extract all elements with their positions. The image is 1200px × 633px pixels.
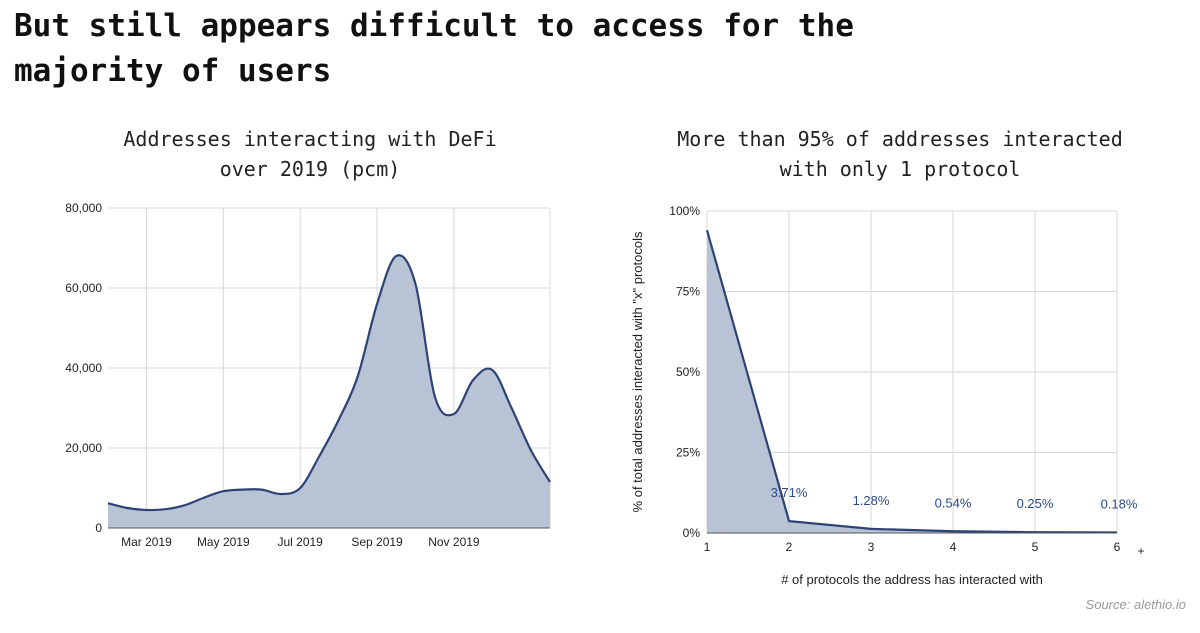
left-chart-title: Addresses interacting with DeFi over 201… [123, 127, 497, 181]
left-series-line [107, 254, 551, 512]
right-data-label: 0.54% [935, 495, 972, 510]
left-xtick-label: Jul 2019 [277, 535, 323, 549]
left-xtick-label: Mar 2019 [121, 535, 172, 549]
left-ytick-label: 80,000 [65, 201, 102, 215]
source-credit: Source: alethio.io [1085, 597, 1186, 612]
right-ytick-label: 100% [669, 204, 700, 218]
right-data-label: 3.71% [771, 485, 808, 500]
right-ytick-label: 50% [676, 365, 700, 379]
right-data-label: 0.25% [1017, 496, 1054, 511]
left-xtick-label: Nov 2019 [428, 535, 480, 549]
right-series-line [705, 229, 1118, 534]
left-ytick-label: 40,000 [65, 361, 102, 375]
left-xtick-label: Sep 2019 [351, 535, 403, 549]
headline: But still appears difficult to access fo… [14, 8, 854, 89]
right-xtick-suffix: + [1137, 544, 1144, 558]
right-data-label: 0.18% [1101, 496, 1138, 511]
right-data-label: 1.28% [853, 493, 890, 508]
right-ytick-label: 75% [676, 285, 700, 299]
right-chart-title: More than 95% of addresses interacted wi… [677, 127, 1123, 181]
right-ytick-label: 0% [683, 526, 701, 540]
right-xtick-label: 3 [868, 540, 875, 554]
right-xtick-label: 4 [950, 540, 957, 554]
left-ytick-label: 60,000 [65, 281, 102, 295]
left-xtick-label: May 2019 [197, 535, 250, 549]
right-xtick-label: 2 [786, 540, 793, 554]
right-xtick-label: 5 [1032, 540, 1039, 554]
left-area-fill [108, 255, 550, 528]
right-area-fill [707, 230, 1117, 533]
right-xtick-label: 6 [1114, 540, 1121, 554]
left-ytick-label: 0 [95, 521, 102, 535]
right-y-axis-title: % of total addresses interacted with "x"… [630, 231, 645, 512]
right-ytick-label: 25% [676, 446, 700, 460]
left-ytick-label: 20,000 [65, 441, 102, 455]
right-x-axis-title: # of protocols the address has interacte… [781, 572, 1043, 587]
right-xtick-label: 1 [704, 540, 711, 554]
